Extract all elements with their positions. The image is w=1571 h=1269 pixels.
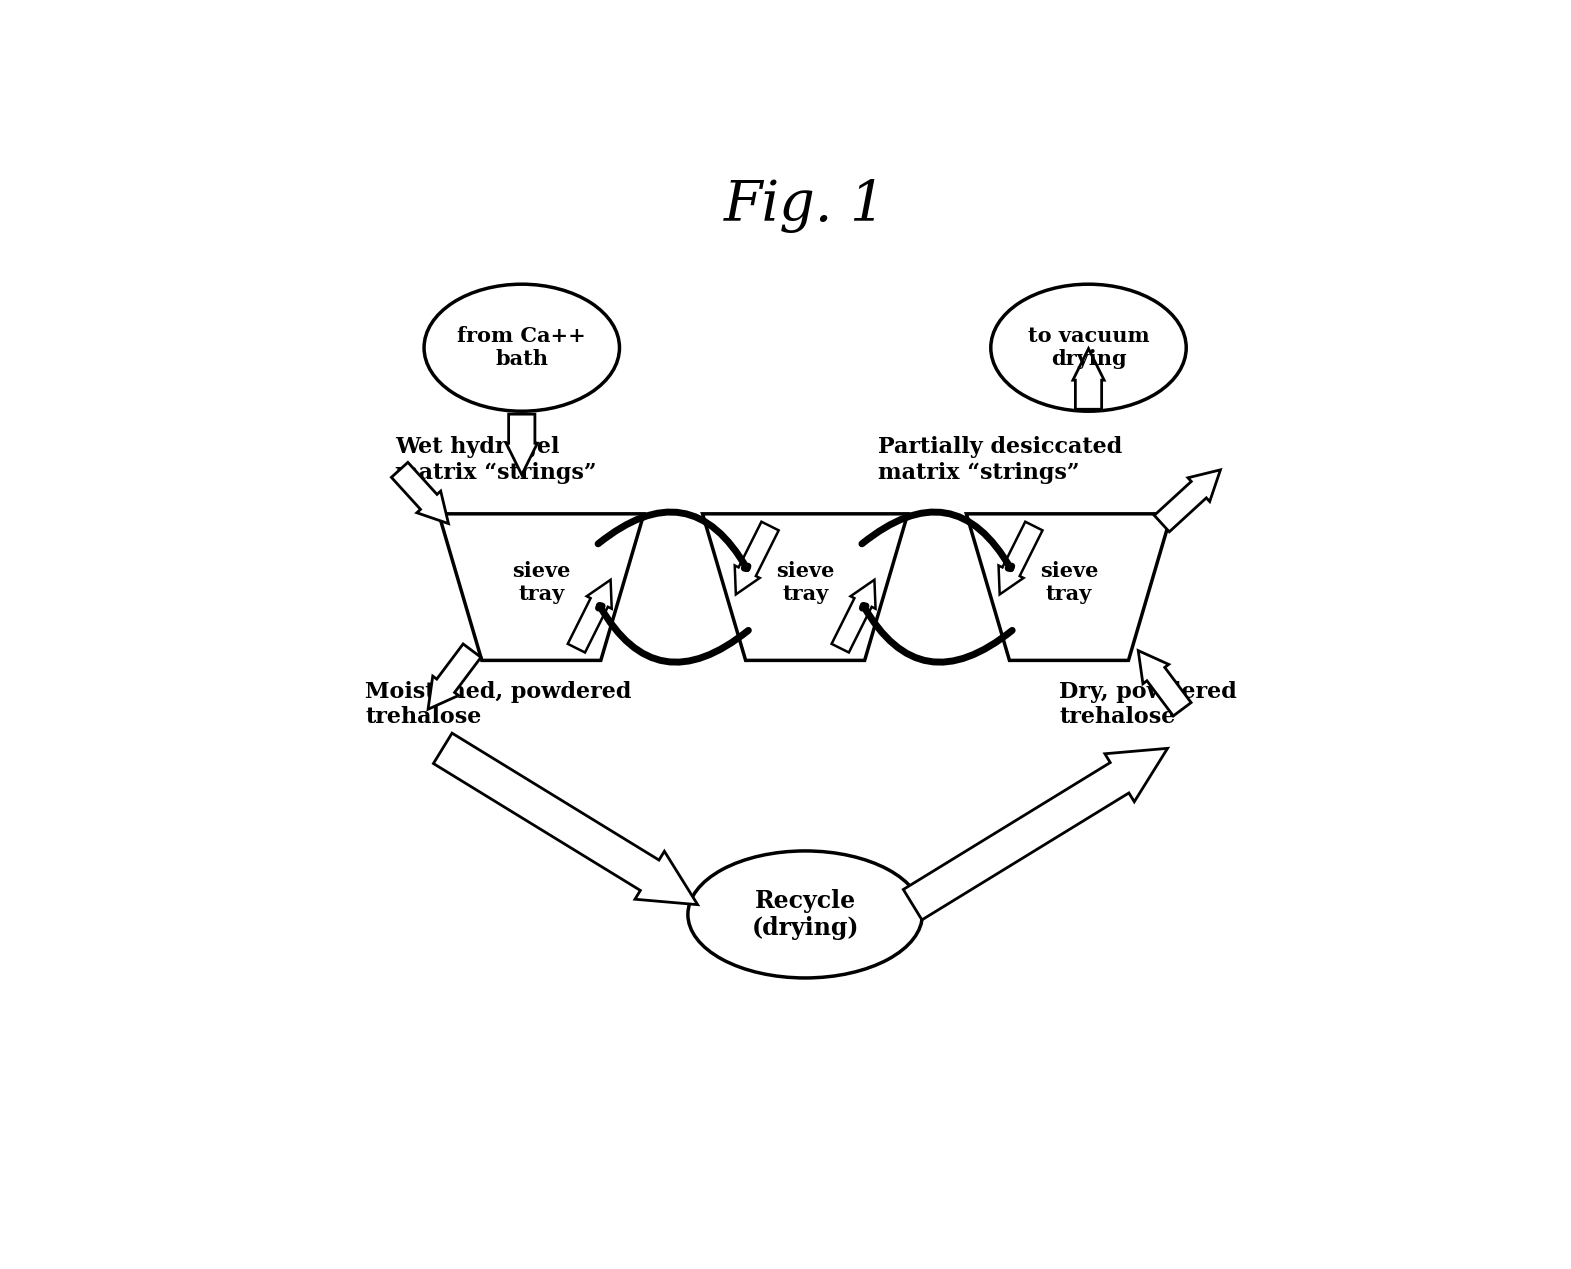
Text: Moistened, powdered
trehalose: Moistened, powdered trehalose bbox=[366, 680, 632, 728]
Polygon shape bbox=[999, 522, 1043, 594]
Polygon shape bbox=[391, 462, 448, 524]
Text: to vacuum
drying: to vacuum drying bbox=[1027, 326, 1150, 369]
Polygon shape bbox=[567, 580, 611, 652]
Polygon shape bbox=[735, 522, 779, 594]
Polygon shape bbox=[1139, 651, 1191, 716]
Polygon shape bbox=[966, 514, 1172, 660]
Text: Fig. 1: Fig. 1 bbox=[724, 179, 886, 233]
Text: sieve
tray: sieve tray bbox=[512, 561, 570, 604]
Polygon shape bbox=[506, 414, 537, 475]
Polygon shape bbox=[1073, 349, 1104, 410]
Polygon shape bbox=[434, 733, 698, 905]
Ellipse shape bbox=[991, 284, 1186, 411]
Polygon shape bbox=[702, 514, 908, 660]
Polygon shape bbox=[903, 749, 1167, 920]
Polygon shape bbox=[427, 643, 481, 709]
Text: Recycle
(drying): Recycle (drying) bbox=[751, 888, 859, 940]
Polygon shape bbox=[438, 514, 644, 660]
Text: sieve
tray: sieve tray bbox=[1040, 561, 1098, 604]
Polygon shape bbox=[831, 580, 875, 652]
Ellipse shape bbox=[424, 284, 619, 411]
Text: from Ca++
bath: from Ca++ bath bbox=[457, 326, 586, 369]
Ellipse shape bbox=[688, 851, 922, 978]
Text: Dry, powdered
trehalose: Dry, powdered trehalose bbox=[1059, 680, 1236, 728]
Polygon shape bbox=[1155, 470, 1221, 532]
Text: sieve
tray: sieve tray bbox=[776, 561, 834, 604]
Text: Wet hydrogel
matrix “strings”: Wet hydrogel matrix “strings” bbox=[394, 437, 597, 483]
Text: Partially desiccated
matrix “strings”: Partially desiccated matrix “strings” bbox=[878, 437, 1123, 483]
